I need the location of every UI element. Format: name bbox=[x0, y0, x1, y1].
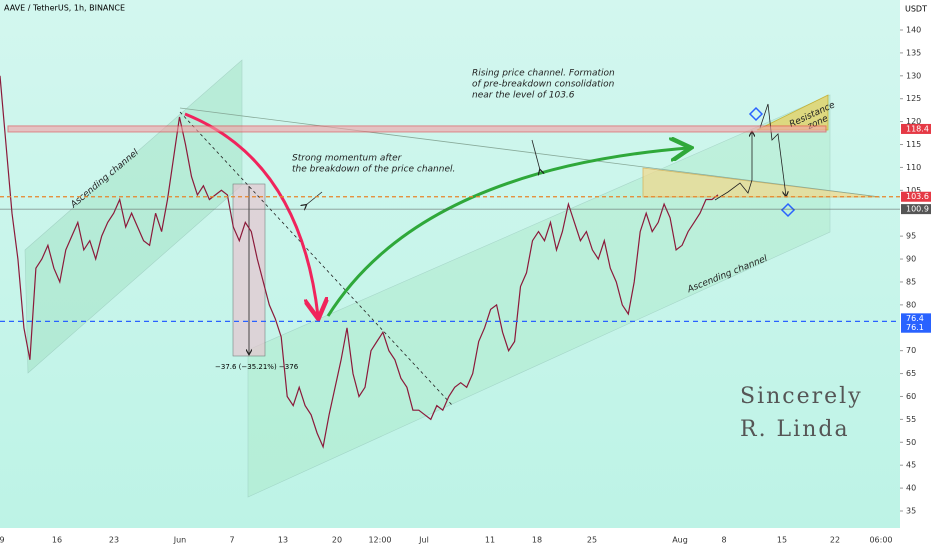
y-tick-label: 105 bbox=[906, 186, 921, 195]
y-tick-label: 140 bbox=[906, 26, 921, 35]
x-tick-label: 23 bbox=[109, 536, 119, 545]
y-tick-label: 110 bbox=[906, 163, 921, 172]
y-tick-label: 125 bbox=[906, 94, 921, 103]
y-tick-label: 130 bbox=[906, 71, 921, 80]
price-axis bbox=[900, 0, 932, 550]
signature: R. Linda bbox=[740, 417, 850, 442]
x-tick-label: 12:00 bbox=[368, 536, 391, 545]
y-tick-label: 120 bbox=[906, 117, 921, 126]
x-tick-label: 06:00 bbox=[869, 536, 892, 545]
symbol-title: AAVE / TetherUS, 1h, BINANCE bbox=[4, 4, 125, 13]
x-tick-label: 22 bbox=[830, 536, 840, 545]
price-tag-label: 76.1 bbox=[906, 323, 924, 332]
annotation: of pre-breakdown consolidation bbox=[472, 80, 615, 90]
y-tick-label: 50 bbox=[906, 438, 916, 447]
price-tag bbox=[901, 204, 931, 215]
price-tag-label: 76.4 bbox=[906, 314, 924, 323]
y-tick-label: 45 bbox=[906, 461, 916, 470]
x-tick-label: 18 bbox=[532, 536, 542, 545]
price-tag bbox=[901, 322, 931, 333]
y-tick-label: 85 bbox=[906, 277, 916, 286]
x-tick-label: 15 bbox=[777, 536, 787, 545]
x-tick-label: 9 bbox=[0, 536, 5, 545]
x-tick-label: 11 bbox=[485, 536, 495, 545]
y-tick-label: 90 bbox=[906, 255, 916, 264]
x-tick-label: 20 bbox=[332, 536, 342, 545]
plot-background bbox=[0, 0, 900, 528]
price-tag-label: 100.9 bbox=[906, 205, 929, 214]
x-tick-label: 8 bbox=[721, 536, 726, 545]
x-tick-label: 16 bbox=[52, 536, 62, 545]
y-tick-label: 60 bbox=[906, 392, 916, 401]
y-tick-label: 35 bbox=[906, 507, 916, 516]
price-tag bbox=[901, 123, 931, 134]
measure-label: −37.6 (−35.21%) −376 bbox=[215, 363, 299, 371]
currency: USDT bbox=[905, 5, 927, 14]
price-tag bbox=[901, 191, 931, 202]
time-axis bbox=[0, 528, 900, 550]
y-tick-label: 80 bbox=[906, 300, 916, 309]
y-tick-label: 40 bbox=[906, 484, 916, 493]
signature: Sincerely bbox=[740, 384, 863, 409]
resistance-band bbox=[7, 125, 827, 133]
annotation: Strong momentum after bbox=[292, 154, 403, 164]
price-tag-label: 103.6 bbox=[906, 192, 929, 201]
x-tick-label: Jul bbox=[418, 536, 429, 545]
annotation: the breakdown of the price channel. bbox=[292, 165, 455, 175]
y-tick-label: 135 bbox=[906, 48, 921, 57]
x-tick-label: 13 bbox=[278, 536, 288, 545]
y-tick-label: 65 bbox=[906, 369, 916, 378]
x-tick-label: Aug bbox=[672, 536, 688, 545]
annotation: near the level of 103.6 bbox=[472, 91, 575, 101]
y-tick-label: 70 bbox=[906, 346, 916, 355]
price-line bbox=[0, 75, 719, 449]
y-tick-label: 95 bbox=[906, 232, 916, 241]
x-tick-label: 25 bbox=[587, 536, 597, 545]
annotation: Rising price channel. Formation bbox=[472, 69, 615, 79]
y-tick-label: 55 bbox=[906, 415, 916, 424]
price-tag bbox=[901, 313, 931, 324]
price-tag-label: 118.4 bbox=[906, 124, 929, 133]
x-tick-label: 7 bbox=[229, 536, 234, 545]
y-tick-label: 115 bbox=[906, 140, 921, 149]
x-tick-label: Jun bbox=[173, 536, 187, 545]
